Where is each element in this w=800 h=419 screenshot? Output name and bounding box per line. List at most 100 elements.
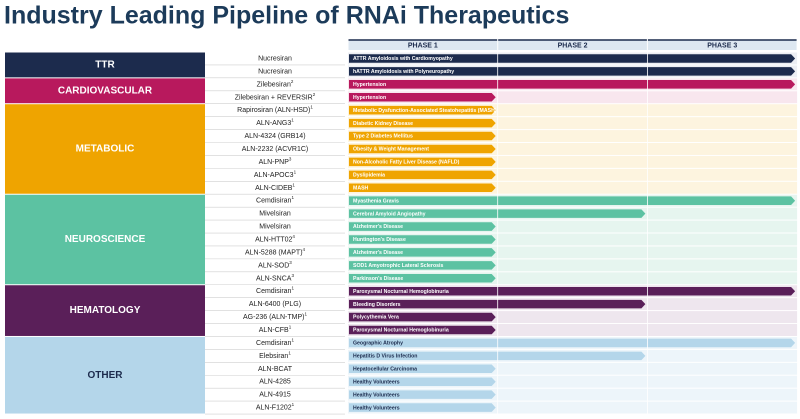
indication: hATTR Amyloidosis with Polyneuropathy bbox=[353, 69, 454, 75]
row-tint bbox=[348, 362, 798, 375]
footnote-mark: 4 bbox=[303, 247, 306, 252]
drug-name: Cemdisiran1 bbox=[256, 195, 294, 204]
indication: Type 2 Diabetes Mellitus bbox=[353, 134, 413, 140]
group-box bbox=[5, 78, 205, 104]
drug-name: ALN-CIDEB1 bbox=[255, 182, 295, 191]
drug-text: ALN-CIDEB bbox=[255, 185, 293, 192]
drug-name: Cemdisiran1 bbox=[256, 286, 294, 295]
indication: Geographic Atrophy bbox=[353, 341, 403, 347]
progress-bar bbox=[349, 183, 496, 193]
footnote-mark: 2 bbox=[291, 79, 294, 84]
indication: Obesity & Weight Management bbox=[353, 147, 429, 153]
drug-name: ALN-SNCA3 bbox=[256, 273, 294, 282]
indication: Diabetic Kidney Disease bbox=[353, 121, 413, 127]
indication: Healthy Volunteers bbox=[353, 392, 400, 398]
drug-name: Mivelsiran bbox=[259, 223, 291, 230]
indication: Myasthenia Gravis bbox=[353, 198, 399, 204]
drug-text: ALN-F1202 bbox=[256, 404, 292, 411]
group-label: TTR bbox=[95, 60, 115, 71]
drug-text: Zilebesiran + REVERSIR bbox=[235, 94, 313, 101]
drug-text: ALN-CFB bbox=[259, 327, 289, 334]
drug-name: ALN-BCAT bbox=[258, 366, 293, 373]
footnote-mark: 1 bbox=[291, 338, 294, 343]
group-label: CARDIOVASCULAR bbox=[58, 85, 153, 96]
drug-name: ALN-2232 (ACVR1C) bbox=[242, 146, 309, 153]
drug-name: ALN-APOC31 bbox=[254, 170, 297, 179]
progress-bar bbox=[349, 196, 796, 205]
progress-bar bbox=[349, 222, 496, 231]
indication: Healthy Volunteers bbox=[353, 379, 400, 385]
drug-text: ALN-6400 (PLG) bbox=[249, 301, 301, 308]
progress-bar bbox=[349, 209, 646, 218]
phase-label: PHASE 1 bbox=[408, 42, 438, 49]
indication: Bleeding Disorders bbox=[353, 302, 401, 308]
drug-text: ALN-PNP bbox=[259, 159, 290, 166]
row-tint bbox=[348, 401, 798, 414]
drug-name: ALN-4324 (GRB14) bbox=[244, 133, 305, 140]
drug-text: Cemdisiran bbox=[256, 198, 292, 205]
phase-header-cell bbox=[348, 40, 498, 50]
footnote-mark: 1 bbox=[289, 325, 292, 330]
drug-name: Elebsiran1 bbox=[259, 351, 291, 360]
drug-name: ALN-PNP3 bbox=[259, 157, 292, 166]
indication: Hypertension bbox=[353, 82, 386, 88]
row-tint bbox=[348, 388, 798, 401]
drug-text: ALN-4915 bbox=[259, 391, 291, 398]
indication: Huntington's Disease bbox=[353, 237, 406, 243]
drug-text: AG-236 (ALN-TMP) bbox=[243, 314, 304, 321]
progress-bar bbox=[349, 235, 496, 244]
row-tint bbox=[348, 272, 798, 285]
drug-name: ALN-CFB1 bbox=[259, 325, 292, 334]
footnote-mark: 2 bbox=[313, 92, 316, 97]
drug-text: Zilebesiran bbox=[257, 81, 291, 88]
phase-header-cell bbox=[498, 40, 647, 50]
drug-text: ALN-4324 (GRB14) bbox=[244, 133, 305, 140]
group-label: OTHER bbox=[88, 370, 124, 381]
footnote-mark: 1 bbox=[292, 402, 295, 407]
indication: Hepatitis D Virus Infection bbox=[353, 354, 417, 360]
progress-bar bbox=[349, 299, 646, 309]
drug-text: Cemdisiran bbox=[256, 340, 292, 347]
footnote-mark: 1 bbox=[304, 312, 307, 317]
progress-bar bbox=[349, 351, 646, 361]
indication: Polycythemia Vera bbox=[353, 315, 399, 321]
drug-text: ALN-5288 (MAPT) bbox=[245, 249, 303, 256]
footnote-mark: 1 bbox=[291, 118, 294, 123]
drug-text: Cemdisiran bbox=[256, 288, 292, 295]
drug-text: Mivelsiran bbox=[259, 210, 291, 217]
progress-bar bbox=[349, 248, 496, 257]
drug-text: Mivelsiran bbox=[259, 223, 291, 230]
indication: Healthy Volunteers bbox=[353, 405, 400, 411]
footnote-mark: 1 bbox=[310, 105, 313, 110]
drug-name: ALN-6400 (PLG) bbox=[249, 301, 301, 308]
footnote-mark: 3 bbox=[289, 260, 292, 265]
drug-text: ALN-APOC3 bbox=[254, 172, 294, 179]
row-tint bbox=[348, 117, 798, 130]
indication: Metabolic Dysfunction-Associated Steatoh… bbox=[353, 108, 497, 114]
indication: Dyslipidemia bbox=[353, 173, 385, 179]
group-box bbox=[5, 52, 205, 78]
drug-text: Nucresiran bbox=[258, 68, 292, 75]
progress-bar bbox=[349, 312, 496, 322]
group-box bbox=[5, 104, 205, 194]
progress-bar bbox=[349, 390, 496, 399]
row-tint bbox=[348, 375, 798, 388]
row-tint bbox=[348, 246, 798, 259]
drug-text: ALN-2232 (ACVR1C) bbox=[242, 146, 309, 153]
drug-text: Elebsiran bbox=[259, 353, 288, 360]
progress-bar bbox=[349, 338, 796, 348]
drug-text: ALN-HTT02 bbox=[255, 236, 292, 243]
indication: Alzheimer's Disease bbox=[353, 250, 403, 256]
row-tint bbox=[348, 168, 798, 181]
group-label: METABOLIC bbox=[76, 144, 135, 155]
drug-name: Cemdisiran1 bbox=[256, 338, 294, 347]
group-box bbox=[5, 336, 205, 414]
progress-bar bbox=[349, 274, 496, 283]
indication: Non-Alcoholic Fatty Liver Disease (NAFLD… bbox=[353, 160, 460, 166]
progress-bar bbox=[349, 105, 496, 115]
drug-name: ALN-5288 (MAPT)4 bbox=[245, 247, 306, 256]
group-box bbox=[5, 194, 205, 285]
footnote-mark: 1 bbox=[291, 195, 294, 200]
progress-bar bbox=[349, 157, 496, 167]
